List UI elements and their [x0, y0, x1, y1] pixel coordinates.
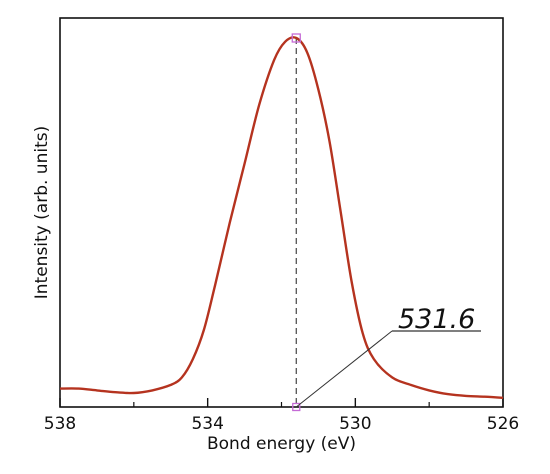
- x-ticks: [60, 398, 503, 407]
- x-axis-title: Bond energy (eV): [207, 434, 356, 454]
- x-tick-label: 530: [339, 414, 371, 434]
- x-tick-labels: 538 534 530 526: [44, 414, 519, 434]
- x-tick-label: 534: [191, 414, 223, 434]
- x-tick-label: 526: [487, 414, 519, 434]
- plot-frame: [60, 18, 503, 407]
- y-axis-title: Intensity (arb. units): [32, 126, 52, 299]
- peak-annotation-label: 531.6: [398, 304, 475, 335]
- intensity-curve: [60, 37, 503, 398]
- x-tick-label: 538: [44, 414, 76, 434]
- annotation-leader-line: [296, 331, 392, 407]
